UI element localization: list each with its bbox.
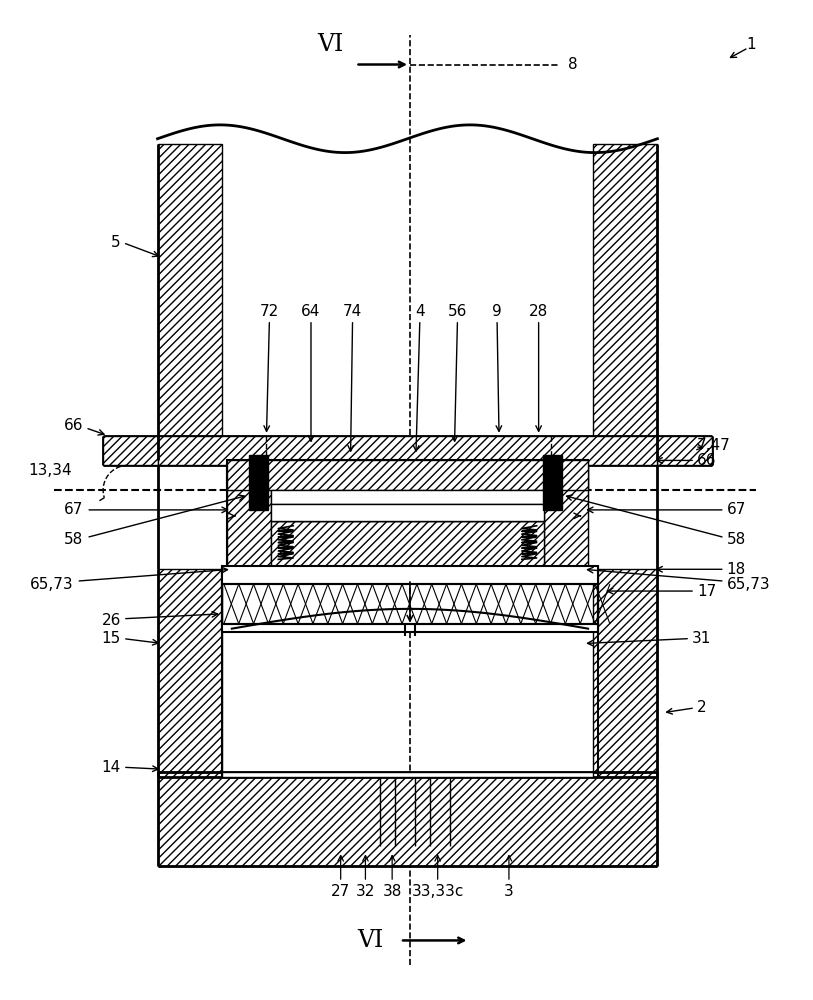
- Text: 64: 64: [302, 304, 320, 319]
- Bar: [227, 460, 588, 490]
- Text: 15: 15: [102, 631, 121, 646]
- Text: 27: 27: [331, 884, 350, 899]
- Text: 5: 5: [111, 235, 121, 250]
- Bar: [227, 465, 588, 569]
- Text: 4: 4: [415, 304, 424, 319]
- Bar: [272, 521, 544, 569]
- Text: 2: 2: [697, 700, 706, 715]
- Bar: [227, 465, 272, 569]
- Bar: [227, 460, 588, 490]
- Text: 65,73: 65,73: [727, 577, 770, 592]
- Text: 65,73: 65,73: [30, 577, 73, 592]
- Text: 26: 26: [102, 613, 121, 628]
- Bar: [158, 772, 658, 866]
- Text: 28: 28: [529, 304, 548, 319]
- Bar: [249, 455, 268, 510]
- Bar: [658, 436, 712, 465]
- Text: 9: 9: [492, 304, 502, 319]
- Text: 58: 58: [64, 532, 84, 547]
- Text: 74: 74: [343, 304, 362, 319]
- Bar: [158, 436, 658, 465]
- Text: 67: 67: [727, 502, 746, 517]
- Bar: [222, 772, 593, 777]
- Text: 38: 38: [382, 884, 402, 899]
- Text: 14: 14: [102, 760, 121, 775]
- Bar: [158, 569, 222, 777]
- Bar: [593, 569, 658, 777]
- Bar: [272, 504, 544, 521]
- Bar: [542, 455, 563, 510]
- Text: 3: 3: [504, 884, 514, 899]
- Text: 32: 32: [356, 884, 375, 899]
- Text: 18: 18: [727, 562, 746, 577]
- Text: 1: 1: [746, 37, 756, 52]
- Bar: [222, 566, 598, 584]
- Bar: [593, 144, 658, 460]
- Text: 66: 66: [64, 418, 84, 433]
- Bar: [544, 465, 588, 569]
- Text: 72: 72: [260, 304, 279, 319]
- Bar: [222, 624, 598, 632]
- Text: 8: 8: [568, 57, 578, 72]
- Text: 31: 31: [692, 631, 711, 646]
- Text: VI: VI: [357, 929, 384, 952]
- Bar: [222, 584, 598, 624]
- Bar: [158, 144, 222, 460]
- Text: 7,47: 7,47: [697, 438, 731, 453]
- Bar: [272, 490, 544, 504]
- Text: 33,33c: 33,33c: [411, 884, 464, 899]
- Text: 67: 67: [64, 502, 84, 517]
- Text: 58: 58: [727, 532, 746, 547]
- Text: 66: 66: [697, 453, 716, 468]
- Text: 13,34: 13,34: [28, 463, 72, 478]
- Text: 17: 17: [697, 584, 716, 599]
- Text: VI: VI: [318, 33, 344, 56]
- Text: 56: 56: [448, 304, 467, 319]
- Bar: [103, 436, 158, 465]
